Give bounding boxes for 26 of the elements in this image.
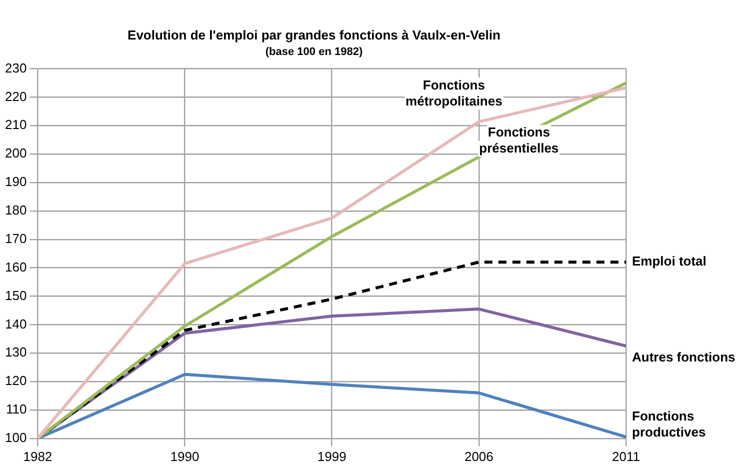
- y-tick-label: 130: [4, 344, 27, 360]
- y-tick-label: 110: [6, 402, 27, 417]
- series-label: Fonctions productives: [632, 408, 706, 440]
- x-tick-label: 1990: [170, 448, 200, 464]
- y-tick-label: 170: [4, 230, 27, 246]
- y-tick-label: 180: [4, 202, 27, 218]
- y-tick-label: 200: [4, 146, 27, 161]
- chart-subtitle: (base 100 en 1982): [265, 46, 363, 58]
- y-tick-label: 220: [4, 88, 27, 104]
- series-label: Fonctions métropolitaines: [406, 77, 502, 108]
- x-tick-label: 1982: [23, 448, 52, 464]
- y-tick-label: 160: [4, 259, 27, 274]
- x-tick-label: 2011: [612, 448, 640, 464]
- series-label: Fonctions présentielles: [479, 124, 559, 156]
- y-tick-label: 210: [4, 117, 27, 132]
- x-tick-label: 1999: [317, 448, 346, 464]
- chart-title: Evolution de l'emploi par grandes fonctions à Vaulx-en-Velin: [128, 27, 501, 42]
- series-label: Autres fonctions: [632, 350, 736, 365]
- y-tick-label: 100: [4, 430, 27, 445]
- x-tick-label: 2006: [464, 448, 494, 464]
- y-tick-label: 190: [4, 174, 27, 190]
- series-label: Emploi total: [632, 254, 706, 269]
- y-tick-label: 140: [4, 316, 27, 332]
- y-tick-label: 230: [4, 60, 27, 76]
- y-tick-label: 120: [4, 373, 27, 388]
- y-tick-label: 150: [4, 288, 27, 303]
